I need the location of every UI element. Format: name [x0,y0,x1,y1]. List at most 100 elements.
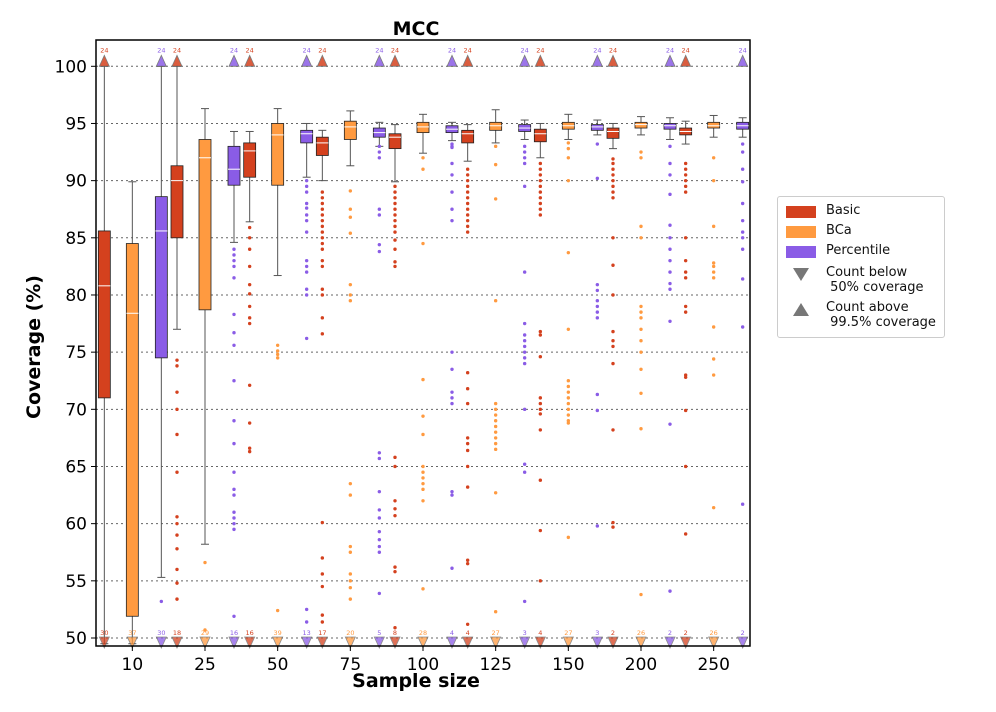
count-below-marker [680,636,692,649]
outlier-point [232,264,236,269]
outlier-point [377,213,382,217]
count-below-label: 5 [377,629,381,637]
legend-triangle-down-icon [793,268,809,281]
outlier-point [522,270,527,274]
outlier-point [465,558,470,562]
count-below-marker [171,636,183,649]
outlier-point [320,572,325,576]
outlier-point [566,250,571,255]
y-tick-label-60: 60 [65,515,87,535]
count-below-marker [591,636,603,649]
outlier-point [711,276,716,280]
outlier-point [275,608,280,613]
outlier-point [740,142,745,146]
outlier-point [304,287,309,291]
outlier-point [377,591,382,596]
outlier-point [611,525,615,529]
outlier-point [711,373,716,377]
box-BCa-100 [416,113,430,154]
outlier-point [320,190,325,194]
outlier-point [348,231,353,235]
count-above-label: 24 [682,46,690,54]
count-below-label: 2 [684,629,688,637]
outlier-point [421,470,425,474]
outlier-point [683,276,688,280]
outlier-point [611,263,615,267]
box-Basic-125 [461,124,475,162]
y-tick-label-90: 90 [65,172,87,192]
count-below-marker [562,636,574,649]
count-above-marker [301,54,313,67]
count-below-marker [389,636,401,649]
legend-item-2: Percentile [786,243,890,258]
legend-item-1: BCa [786,223,852,238]
outlier-point [377,451,382,455]
outlier-point [683,173,688,177]
count-above-marker [155,54,167,67]
outlier-point [304,336,309,341]
outlier-point [538,207,543,211]
outlier-point [493,447,498,452]
box-Percentile-200 [663,117,677,140]
outlier-point [377,156,382,160]
outlier-point [348,282,353,287]
legend-label: Basic [826,203,861,218]
x-tick-label-125: 125 [479,655,511,675]
outlier-point [421,464,425,469]
box-Basic-150 [533,122,547,159]
outlier-point [538,178,543,183]
outlier-point [393,464,397,469]
legend-label: Count below 50% coverage [826,265,924,295]
outlier-point [538,173,543,177]
outlier-point [232,527,236,532]
outlier-point [611,236,615,240]
box-BCa-75 [343,110,357,167]
count-below-label: 16 [230,629,238,637]
outlier-point [538,579,543,583]
outlier-point [348,293,353,297]
outlier-point [611,196,615,200]
outlier-point [421,432,425,437]
outlier-point [275,349,280,353]
box-BCa-125 [489,109,503,144]
count-below-label: 30 [100,629,108,637]
y-tick-label-85: 85 [65,229,87,249]
outlier-point [683,167,688,171]
outlier-point [611,167,615,171]
outlier-point [595,316,600,320]
box-iqr [170,165,184,239]
outlier-point [393,455,397,460]
count-above-label: 24 [391,46,399,54]
box-iqr [416,121,430,134]
outlier-point [566,178,571,183]
outlier-point [711,178,716,183]
outlier-point [421,167,425,171]
outlier-point [393,184,397,189]
outlier-point [611,173,615,177]
outlier-point [668,247,672,251]
outlier-point [320,264,325,269]
outlier-point [740,236,745,240]
outlier-point [611,329,615,334]
count-below-label: 3 [523,629,527,637]
count-above-marker [228,54,240,67]
count-below-marker [462,636,474,649]
x-tick-label-100: 100 [407,655,439,675]
outlier-point [595,392,600,397]
legend-item-0: Basic [786,203,860,218]
outlier-point [232,343,236,347]
outlier-point [639,236,643,240]
y-tick-label-80: 80 [65,286,87,306]
outlier-point [683,310,688,314]
outlier-point [320,332,325,336]
outlier-point [348,189,353,193]
outlier-point [538,528,543,533]
outlier-point [522,321,527,326]
count-above-marker [98,54,110,67]
outlier-point [465,201,470,206]
legend: Basic BCa Percentile Count below 50% covera… [777,196,945,338]
outlier-point [247,292,252,296]
outlier-point [683,270,688,274]
outlier-point [493,441,498,446]
count-below-marker [316,636,328,649]
